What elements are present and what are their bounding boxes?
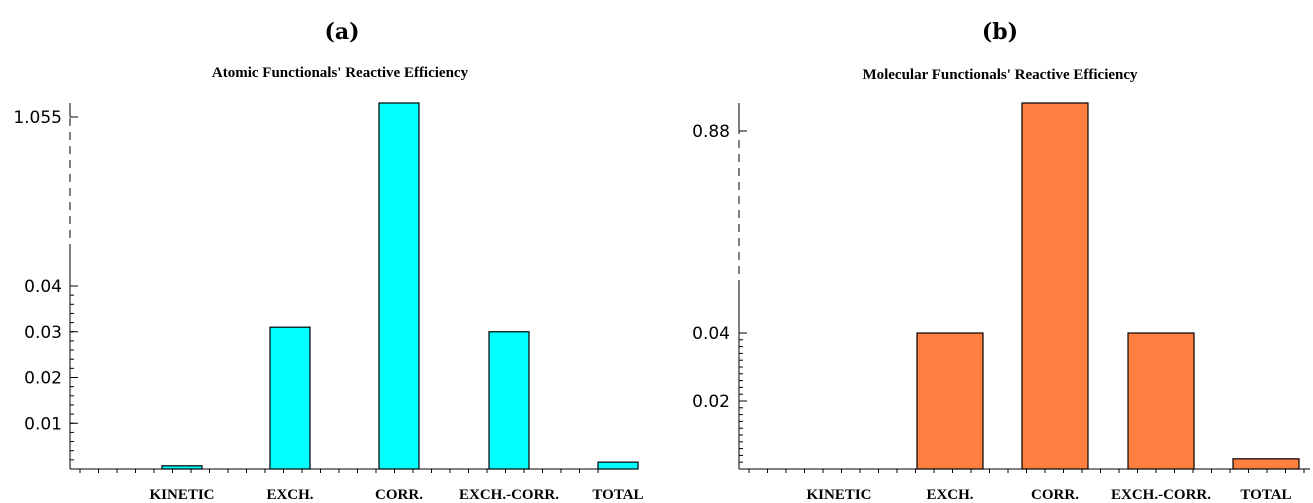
panel-a-y-tick-label: 0.03 — [24, 323, 62, 343]
panel-a-bar-4 — [597, 461, 639, 470]
panel-b-y-tick-label: 0.02 — [692, 392, 730, 412]
panel-b-plot: KINETIC EXCH. CORR. EXCH.-CORR. TOTAL 0.02 0.0… — [692, 102, 1310, 503]
panel-a: (a) Atomic Functionals' Reactive Efficie… — [212, 19, 469, 81]
panel-a-bar-3 — [488, 331, 530, 470]
panel-a-plot: KINETIC EXCH. CORR. EXCH.-CORR. TOTAL 0.01 0.0… — [13, 102, 644, 503]
panel-a-bar-2 — [378, 102, 420, 470]
panel-b-bar-3 — [1127, 332, 1195, 470]
panel-a-bar-1 — [269, 326, 311, 470]
panel-b-bar-2 — [1021, 102, 1089, 470]
panel-a-category-label: EXCH. — [266, 487, 313, 503]
panel-b-category-label: KINETIC — [806, 487, 871, 503]
panel-b-bar-4 — [1232, 458, 1300, 470]
panel-a-y-tick-label: 0.01 — [24, 414, 62, 434]
panel-b-y-tick-label: 0.04 — [692, 324, 730, 344]
panel-a-label: (a) — [324, 19, 359, 45]
panel-b-title: Molecular Functionals' Reactive Efficien… — [862, 67, 1138, 83]
panel-b-y-tick-label: 0.88 — [692, 122, 730, 142]
panel-b-category-label: TOTAL — [1240, 487, 1291, 503]
panel-a-category-label: EXCH.-CORR. — [459, 487, 559, 503]
panel-a-y-tick-label: 0.02 — [24, 369, 62, 389]
panel-b-bar-1 — [916, 332, 984, 470]
chart-marks: KINETIC EXCH. CORR. EXCH.-CORR. TOTAL 0.01 0.0… — [13, 102, 1310, 503]
panel-b: (b) Molecular Functionals' Reactive Effi… — [862, 19, 1138, 83]
panel-b-category-label: EXCH.-CORR. — [1111, 487, 1211, 503]
panel-a-y-tick-label: 1.055 — [13, 108, 62, 128]
panel-a-category-label: TOTAL — [592, 487, 643, 503]
panel-a-y-tick-label: 0.04 — [24, 277, 62, 297]
panel-a-title: Atomic Functionals' Reactive Efficiency — [212, 65, 469, 81]
panel-b-label: (b) — [982, 19, 1018, 45]
panel-b-category-label: EXCH. — [926, 487, 973, 503]
panel-a-category-label: KINETIC — [149, 487, 214, 503]
panel-a-category-label: CORR. — [375, 487, 423, 503]
panel-b-category-label: CORR. — [1031, 487, 1079, 503]
